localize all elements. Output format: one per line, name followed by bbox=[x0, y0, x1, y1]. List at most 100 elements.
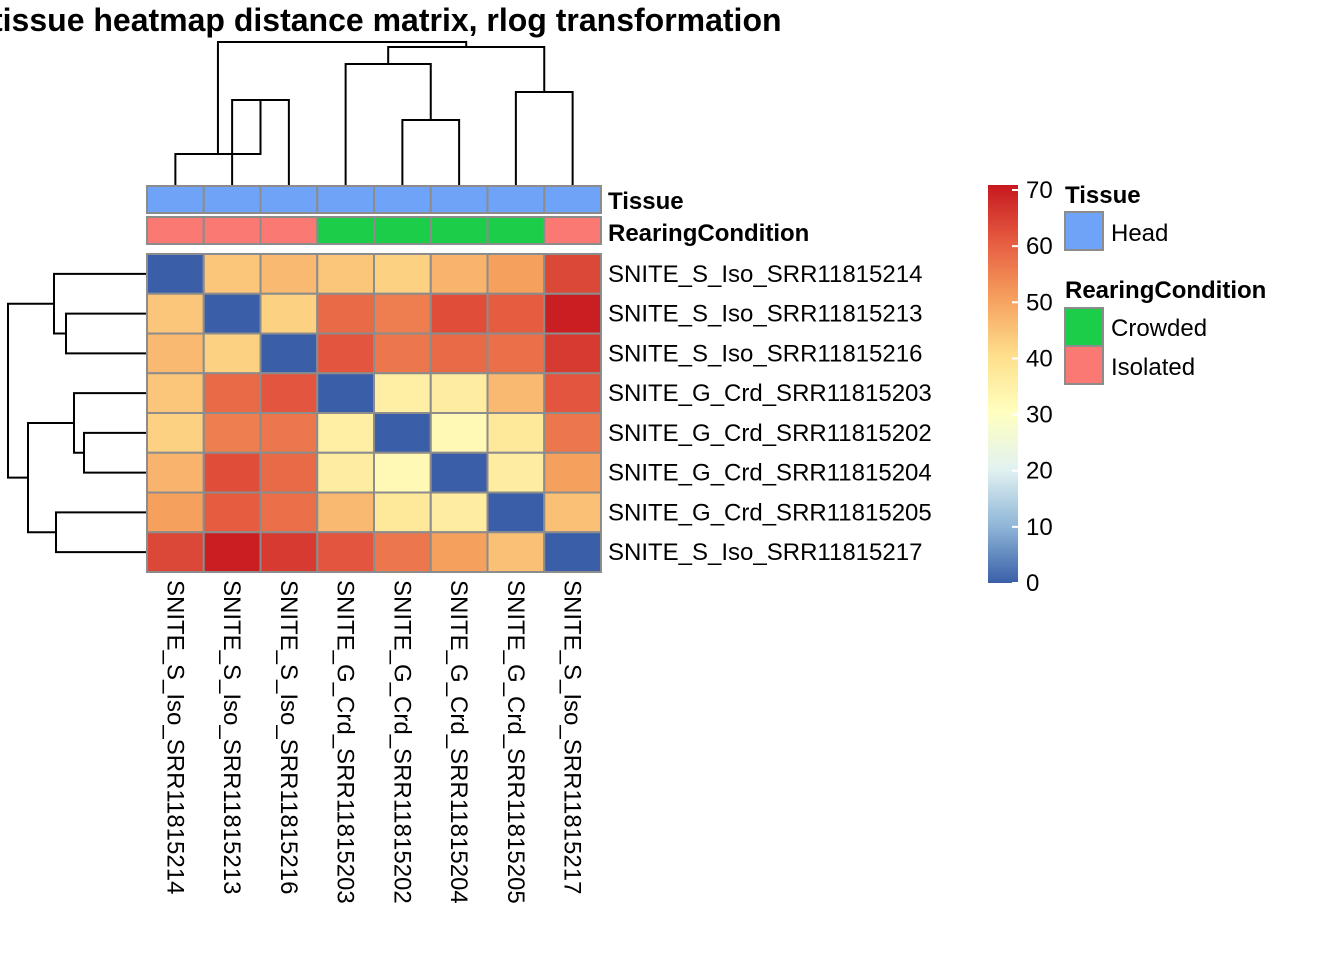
heatmap-cell-r2-c7 bbox=[543, 332, 602, 375]
heatmap-cell-r7-c1 bbox=[202, 531, 262, 573]
heatmap-cell-r4-c5 bbox=[429, 412, 489, 454]
legend-swatch-crowded bbox=[1064, 307, 1104, 347]
row-label: SNITE_S_Iso_SRR11815216 bbox=[608, 340, 922, 367]
annotation-bars bbox=[146, 185, 602, 245]
row-label: SNITE_S_Iso_SRR11815213 bbox=[608, 301, 922, 328]
column-dendrogram-link bbox=[387, 46, 546, 92]
annotation-cell-tissue-1 bbox=[202, 185, 262, 214]
row-label: SNITE_G_Crd_SRR11815203 bbox=[608, 380, 932, 407]
colorbar bbox=[988, 185, 1018, 583]
colorbar-tick-label: 30 bbox=[1026, 402, 1053, 429]
heatmap-cell-r5-c0 bbox=[146, 451, 205, 494]
heatmap-cell-r2-c1 bbox=[202, 332, 262, 375]
colorbar-tick-label: 70 bbox=[1026, 177, 1053, 204]
heatmap-cell-r2-c0 bbox=[146, 332, 205, 375]
heatmap-cell-r6-c7 bbox=[543, 491, 602, 534]
annotation-cell-rearingcondition-6 bbox=[486, 216, 546, 245]
heatmap-cell-r7-c7 bbox=[543, 531, 602, 573]
heatmap-cell-r0-c7 bbox=[543, 253, 602, 295]
column-label: SNITE_G_Crd_SRR11815203 bbox=[332, 580, 359, 904]
heatmap-cell-r0-c3 bbox=[316, 253, 375, 295]
heatmap-cell-r6-c0 bbox=[146, 491, 205, 534]
heatmap-cell-r2-c5 bbox=[429, 332, 489, 375]
row-dendrogram-link bbox=[27, 421, 74, 534]
column-label: SNITE_G_Crd_SRR11815205 bbox=[502, 580, 529, 904]
annotation-cell-rearingcondition-7 bbox=[543, 216, 602, 245]
row-label: SNITE_S_Iso_SRR11815217 bbox=[608, 539, 922, 566]
heatmap-cell-r5-c5 bbox=[429, 451, 489, 494]
colorbar-tick-label: 10 bbox=[1026, 514, 1053, 541]
heatmap-cell-r0-c6 bbox=[486, 253, 546, 295]
annotation-cell-tissue-6 bbox=[486, 185, 546, 214]
heatmap-cell-r4-c0 bbox=[146, 412, 205, 454]
row-label: SNITE_S_Iso_SRR11815214 bbox=[608, 261, 922, 288]
heatmap-cell-r5-c2 bbox=[259, 451, 319, 494]
heatmap-cell-r6-c2 bbox=[259, 491, 319, 534]
heatmap-cell-r5-c6 bbox=[486, 451, 546, 494]
heatmap-cell-r5-c4 bbox=[373, 451, 432, 494]
annotation-cell-tissue-7 bbox=[543, 185, 602, 214]
column-dendrogram bbox=[174, 41, 574, 186]
heatmap-cell-r3-c2 bbox=[259, 372, 319, 414]
heatmap-cell-r5-c3 bbox=[316, 451, 375, 494]
heatmap-cell-r4-c4 bbox=[373, 412, 432, 454]
heatmap-cell-r6-c3 bbox=[316, 491, 375, 534]
colorbar-tick-label: 40 bbox=[1026, 345, 1053, 372]
annotation-cell-rearingcondition-3 bbox=[316, 216, 375, 245]
column-label: SNITE_G_Crd_SRR11815204 bbox=[445, 580, 472, 904]
annotation-label-tissue: Tissue bbox=[608, 188, 684, 215]
annotation-cell-tissue-5 bbox=[429, 185, 489, 214]
colorbar-ticks: 70 60 50 40 30 20 10 0 bbox=[1012, 177, 1053, 597]
heatmap-cell-r7-c6 bbox=[486, 531, 546, 573]
heatmap-cell-r3-c5 bbox=[429, 372, 489, 414]
column-label: SNITE_S_Iso_SRR11815213 bbox=[218, 580, 245, 894]
heatmap-cell-r3-c0 bbox=[146, 372, 205, 414]
annotation-cell-rearingcondition-1 bbox=[202, 216, 262, 245]
heatmap-cell-r6-c4 bbox=[373, 491, 432, 534]
column-label: SNITE_S_Iso_SRR11815216 bbox=[275, 580, 302, 894]
heatmap-cell-r7-c5 bbox=[429, 531, 489, 573]
legend-title-rearing-condition: RearingCondition bbox=[1065, 277, 1266, 304]
legend-label-head: Head bbox=[1111, 220, 1168, 247]
heatmap-cell-r1-c6 bbox=[486, 292, 546, 335]
heatmap-cell-r3-c7 bbox=[543, 372, 602, 414]
column-label: SNITE_S_Iso_SRR11815217 bbox=[559, 580, 586, 894]
heatmap-cell-r5-c7 bbox=[543, 451, 602, 494]
heatmap-cells bbox=[146, 253, 602, 573]
column-label: SNITE_G_Crd_SRR11815202 bbox=[388, 580, 415, 904]
row-dendrogram-link bbox=[7, 302, 54, 479]
legend-title-tissue: Tissue bbox=[1065, 182, 1141, 209]
annotation-cell-rearingcondition-5 bbox=[429, 216, 489, 245]
legend-label-crowded: Crowded bbox=[1111, 315, 1207, 342]
heatmap-cell-r1-c1 bbox=[202, 292, 262, 335]
column-dendrogram-link bbox=[401, 119, 461, 186]
colorbar-tick-label: 50 bbox=[1026, 289, 1053, 316]
row-label: SNITE_G_Crd_SRR11815205 bbox=[608, 499, 932, 526]
annotation-legend: Tissue Head RearingCondition Crowded Iso… bbox=[1064, 182, 1266, 385]
heatmap-cell-r4-c1 bbox=[202, 412, 262, 454]
row-labels: SNITE_S_Iso_SRR11815214 SNITE_S_Iso_SRR11… bbox=[608, 261, 932, 566]
heatmap-cell-r3-c4 bbox=[373, 372, 432, 414]
column-dendrogram-link bbox=[344, 63, 432, 186]
heatmap-cell-r6-c1 bbox=[202, 491, 262, 534]
heatmap-cell-r3-c6 bbox=[486, 372, 546, 414]
heatmap-cell-r4-c6 bbox=[486, 412, 546, 454]
annotation-cell-tissue-3 bbox=[316, 185, 375, 214]
annotation-cell-tissue-0 bbox=[146, 185, 205, 214]
heatmap-cell-r0-c0 bbox=[146, 253, 205, 295]
heatmap-cell-r1-c2 bbox=[259, 292, 319, 335]
column-label: SNITE_S_Iso_SRR11815214 bbox=[161, 580, 188, 894]
heatmap-cell-r7-c3 bbox=[316, 531, 375, 573]
heatmap-cell-r3-c3 bbox=[316, 372, 375, 414]
heatmap-cell-r2-c3 bbox=[316, 332, 375, 375]
column-dendrogram-link bbox=[514, 91, 574, 186]
heatmap-cell-r1-c3 bbox=[316, 292, 375, 335]
heatmap-cell-r2-c2 bbox=[259, 332, 319, 375]
heatmap-cell-r1-c5 bbox=[429, 292, 489, 335]
annotation-cell-rearingcondition-2 bbox=[259, 216, 319, 245]
heatmap-cell-r1-c0 bbox=[146, 292, 205, 335]
heatmap-cell-r7-c4 bbox=[373, 531, 432, 573]
annotation-cell-tissue-2 bbox=[259, 185, 319, 214]
colorbar-tick-label: 20 bbox=[1026, 458, 1053, 485]
